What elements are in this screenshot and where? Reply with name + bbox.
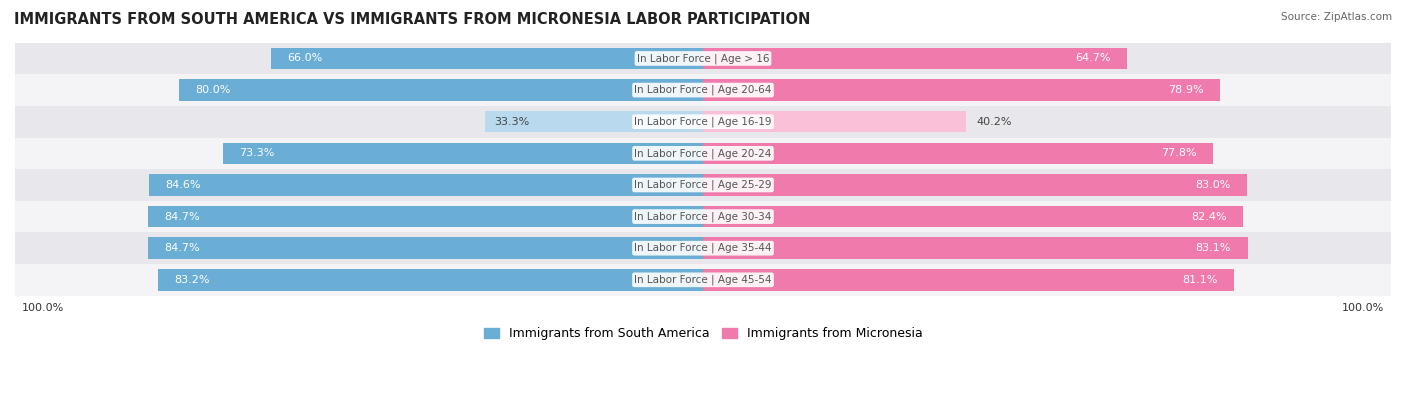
Text: 77.8%: 77.8% [1161, 149, 1197, 158]
Bar [485, 111, 703, 132]
Text: 84.6%: 84.6% [165, 180, 201, 190]
Bar [703, 206, 1243, 228]
Bar [15, 264, 1391, 295]
Bar [703, 174, 1247, 196]
Text: 73.3%: 73.3% [239, 149, 274, 158]
Text: 84.7%: 84.7% [165, 243, 200, 253]
Bar [149, 174, 703, 196]
Text: In Labor Force | Age 45-54: In Labor Force | Age 45-54 [634, 275, 772, 285]
Bar [15, 43, 1391, 74]
Bar [157, 269, 703, 291]
Bar [15, 169, 1391, 201]
Bar [15, 137, 1391, 169]
Bar [15, 74, 1391, 106]
Bar [222, 143, 703, 164]
Bar [703, 269, 1234, 291]
Bar [703, 237, 1247, 259]
Legend: Immigrants from South America, Immigrants from Micronesia: Immigrants from South America, Immigrant… [478, 322, 928, 345]
Bar [270, 48, 703, 69]
Text: 80.0%: 80.0% [195, 85, 231, 95]
Text: 83.1%: 83.1% [1195, 243, 1232, 253]
Text: 100.0%: 100.0% [21, 303, 63, 313]
Text: 78.9%: 78.9% [1168, 85, 1204, 95]
Bar [15, 106, 1391, 137]
Bar [15, 232, 1391, 264]
Text: IMMIGRANTS FROM SOUTH AMERICA VS IMMIGRANTS FROM MICRONESIA LABOR PARTICIPATION: IMMIGRANTS FROM SOUTH AMERICA VS IMMIGRA… [14, 12, 810, 27]
Text: 40.2%: 40.2% [976, 117, 1012, 127]
Text: In Labor Force | Age 20-24: In Labor Force | Age 20-24 [634, 148, 772, 158]
Text: In Labor Force | Age 25-29: In Labor Force | Age 25-29 [634, 180, 772, 190]
Text: 83.2%: 83.2% [174, 275, 209, 285]
Bar [15, 201, 1391, 232]
Text: 64.7%: 64.7% [1076, 53, 1111, 64]
Text: 83.0%: 83.0% [1195, 180, 1230, 190]
Bar [179, 79, 703, 101]
Text: In Labor Force | Age 35-44: In Labor Force | Age 35-44 [634, 243, 772, 254]
Text: In Labor Force | Age 16-19: In Labor Force | Age 16-19 [634, 117, 772, 127]
Text: 33.3%: 33.3% [495, 117, 530, 127]
Text: Source: ZipAtlas.com: Source: ZipAtlas.com [1281, 12, 1392, 22]
Bar [703, 79, 1220, 101]
Text: 81.1%: 81.1% [1182, 275, 1218, 285]
Bar [703, 143, 1213, 164]
Text: In Labor Force | Age 20-64: In Labor Force | Age 20-64 [634, 85, 772, 95]
Bar [703, 48, 1128, 69]
Text: 100.0%: 100.0% [1343, 303, 1385, 313]
Text: 84.7%: 84.7% [165, 212, 200, 222]
Text: 66.0%: 66.0% [287, 53, 322, 64]
Bar [703, 111, 966, 132]
Text: In Labor Force | Age > 16: In Labor Force | Age > 16 [637, 53, 769, 64]
Text: In Labor Force | Age 30-34: In Labor Force | Age 30-34 [634, 211, 772, 222]
Bar [148, 206, 703, 228]
Text: 82.4%: 82.4% [1191, 212, 1226, 222]
Bar [148, 237, 703, 259]
